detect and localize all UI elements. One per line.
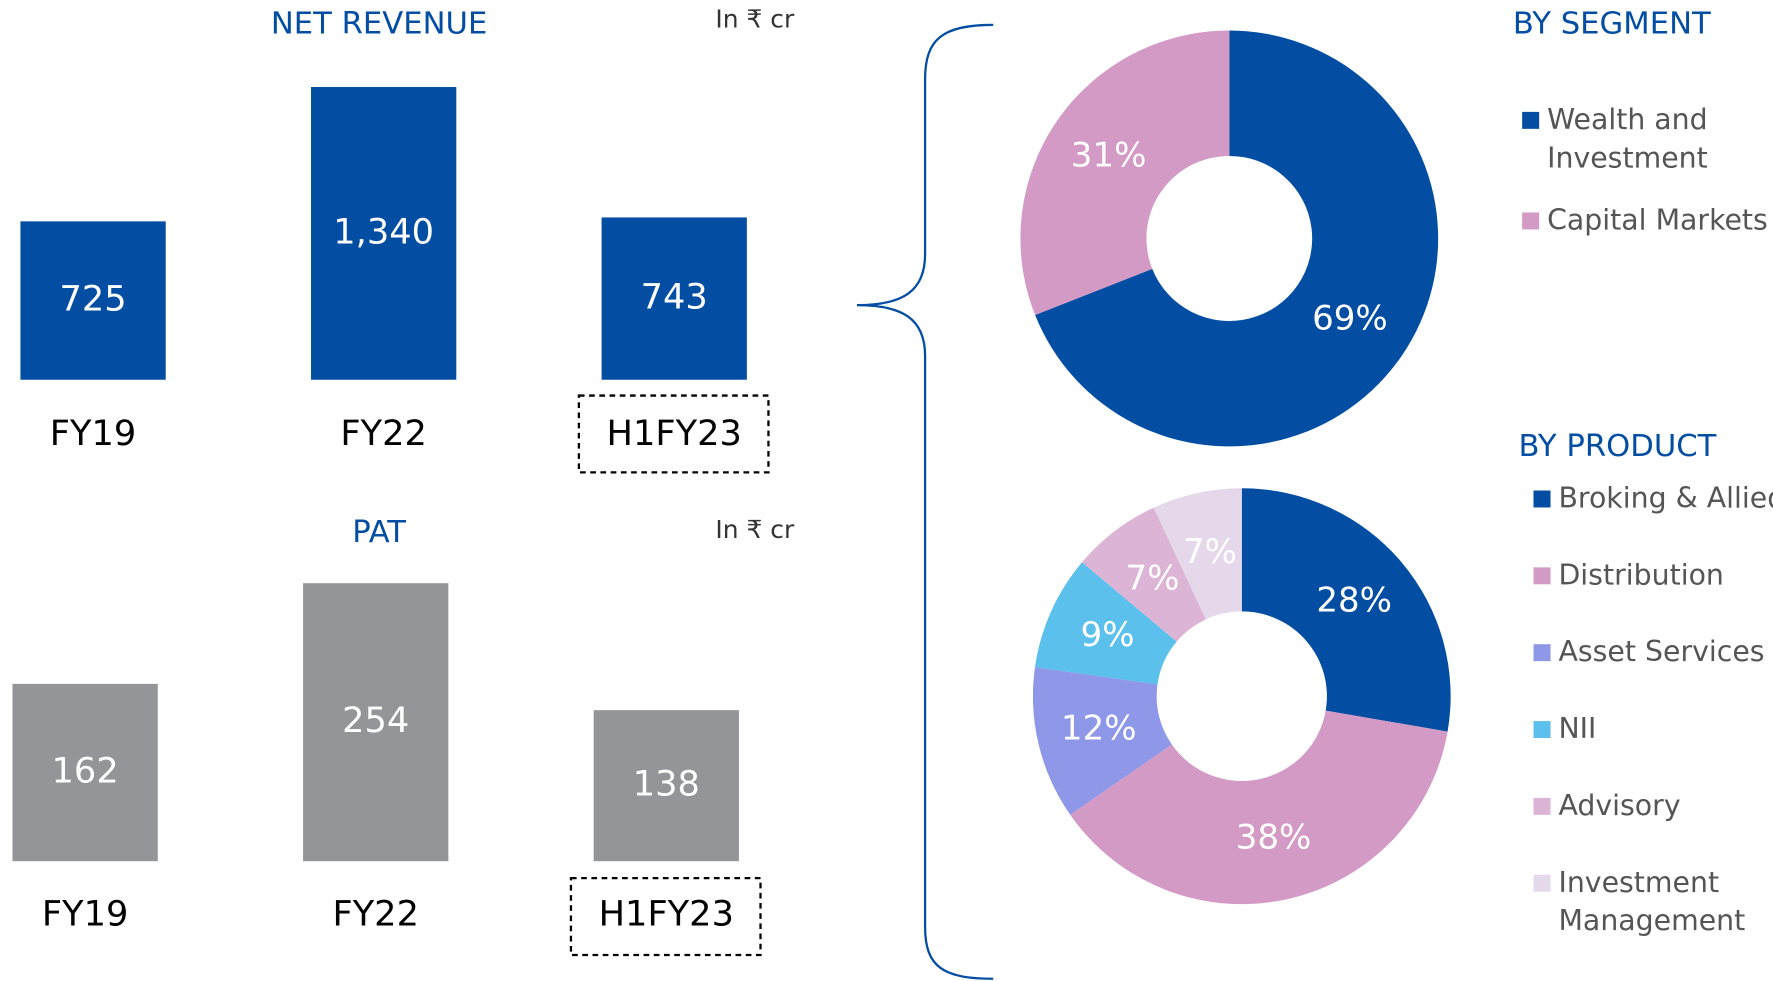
bar [311,87,457,380]
value-label: 162 [52,751,119,792]
legend-label: NII [1558,712,1596,745]
category-label: FY22 [332,893,419,934]
legend-label: Investment Management [1558,866,1745,937]
value-label: 725 [59,279,126,320]
category-label: H1FY23 [607,413,742,454]
chart-title: PAT [352,515,406,550]
chart-title: NET REVENUE [271,6,487,41]
value-label: 12% [1061,709,1137,749]
donut-slice [1035,30,1439,447]
category-label: FY19 [42,893,129,934]
legend-title: BY PRODUCT [1519,429,1717,464]
donut-slice [1153,488,1242,620]
legend-label: Wealth and Investment [1547,103,1708,174]
brace [856,23,994,980]
legend-label: Advisory [1558,789,1680,822]
donut-slice [1082,507,1206,642]
legend-swatch [1533,567,1551,585]
value-label: 31% [1071,135,1147,175]
bar [20,221,166,380]
value-label: 7% [1125,559,1179,599]
category-label: FY22 [340,413,427,454]
value-label: 38% [1236,818,1312,858]
legend-label: Asset Services [1558,635,1764,668]
donut-slice [1020,30,1230,316]
legend-swatch [1533,797,1551,815]
legend-swatch [1533,490,1551,508]
value-label: 9% [1081,615,1135,655]
value-label: 1,340 [333,211,434,252]
highlight-box [569,877,762,957]
highlight-box [577,394,770,474]
value-label: 743 [641,277,708,318]
legend-swatch [1533,874,1551,892]
value-label: 254 [342,700,409,741]
donut-slice [1032,667,1172,815]
bar [12,683,158,862]
legend-label: Broking & Allied [1558,482,1773,515]
value-label: 138 [633,764,700,805]
bar [303,583,449,862]
legend-label: Capital Markets [1547,204,1768,237]
category-label: H1FY23 [599,893,734,934]
legend-swatch [1522,111,1540,129]
donut-slice [1241,488,1451,732]
unit-label: In ₹ cr [715,4,795,33]
bar [593,710,739,862]
value-label: 28% [1316,580,1392,620]
bar [601,217,747,380]
unit-label: In ₹ cr [715,515,795,544]
value-label: 69% [1312,299,1388,339]
donut-slice [1034,562,1177,685]
legend-title: BY SEGMENT [1513,6,1711,41]
legend-swatch [1522,212,1540,230]
category-label: FY19 [50,413,137,454]
value-label: 7% [1183,532,1237,572]
legend-label: Distribution [1558,558,1723,591]
donut-slice [1070,710,1448,905]
legend-swatch [1533,644,1551,662]
legend-swatch [1533,721,1551,739]
